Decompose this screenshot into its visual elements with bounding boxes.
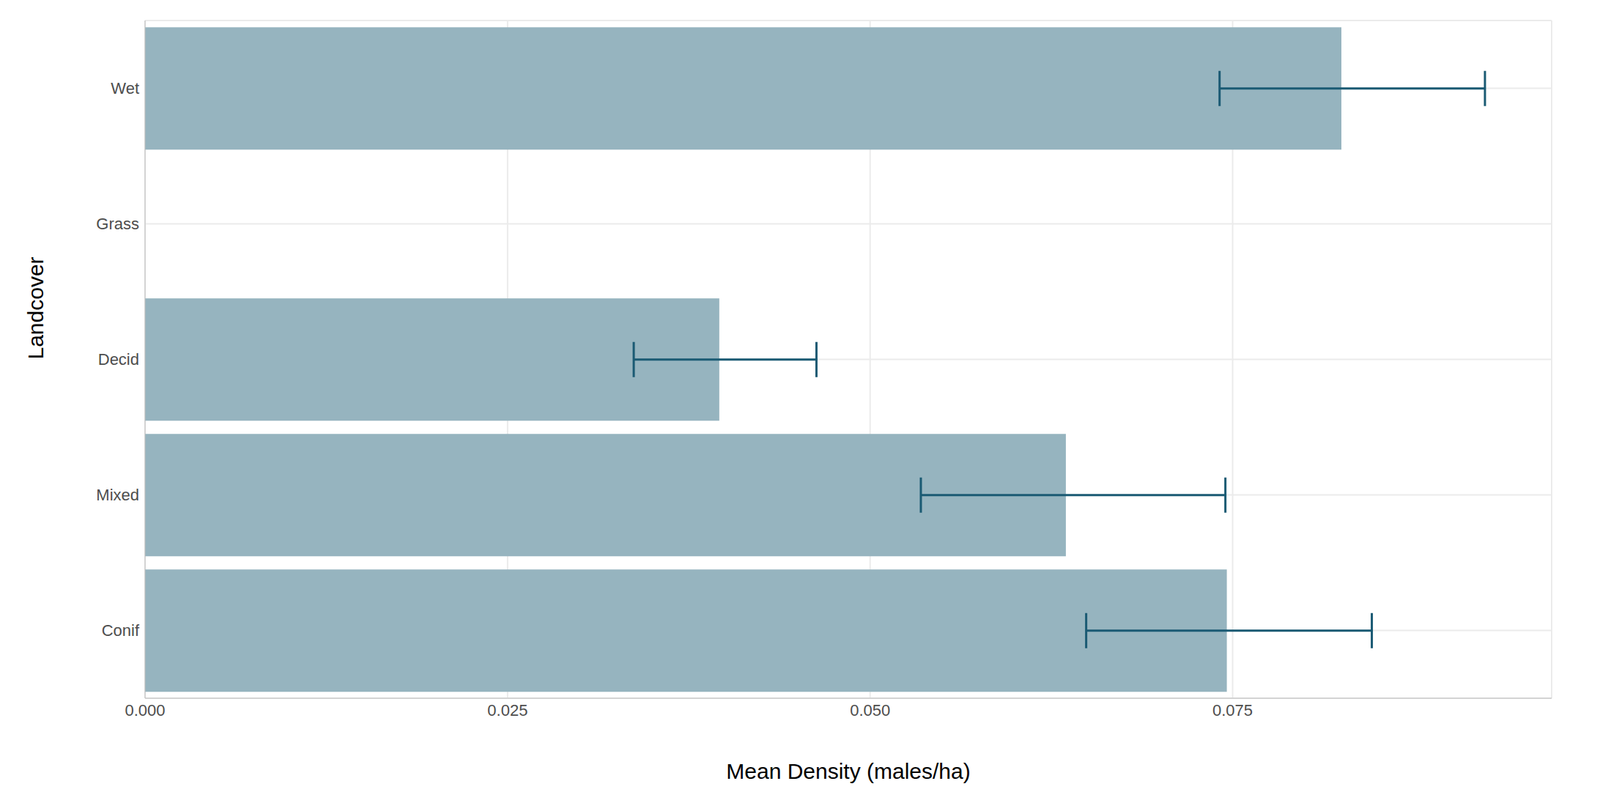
svg-text:Grass: Grass xyxy=(95,214,140,233)
svg-text:0.000: 0.000 xyxy=(124,701,165,720)
svg-text:Conif: Conif xyxy=(101,621,140,640)
svg-text:Decid: Decid xyxy=(98,350,140,369)
svg-text:0.075: 0.075 xyxy=(1212,701,1253,720)
svg-text:0.050: 0.050 xyxy=(849,701,891,720)
svg-text:Landcover: Landcover xyxy=(23,256,48,359)
svg-text:Mean Density (males/ha): Mean Density (males/ha) xyxy=(726,758,970,784)
svg-text:0.025: 0.025 xyxy=(487,701,528,720)
svg-text:Mixed: Mixed xyxy=(95,485,140,505)
svg-text:Wet: Wet xyxy=(110,79,140,98)
